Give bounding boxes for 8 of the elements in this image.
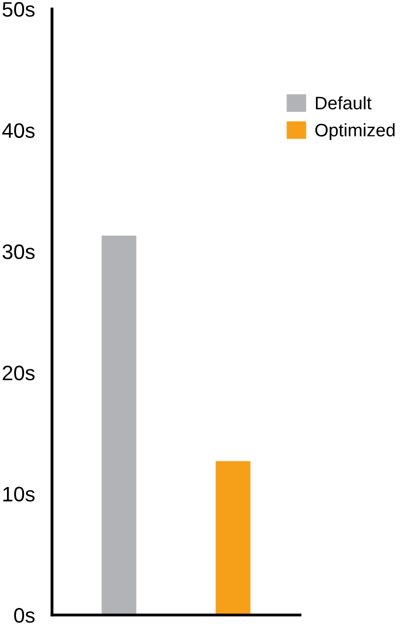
- legend-label: Optimized: [315, 123, 395, 140]
- y-tick-label: 0s: [14, 608, 35, 623]
- y-tick-label: 50s: [2, 2, 35, 17]
- y-tick-label: 20s: [2, 366, 35, 380]
- legend-label: Default: [316, 96, 372, 110]
- y-tick-label: 40s: [2, 123, 35, 138]
- y-tick-label: 10s: [3, 486, 35, 502]
- y-tick-label: 30s: [2, 244, 35, 260]
